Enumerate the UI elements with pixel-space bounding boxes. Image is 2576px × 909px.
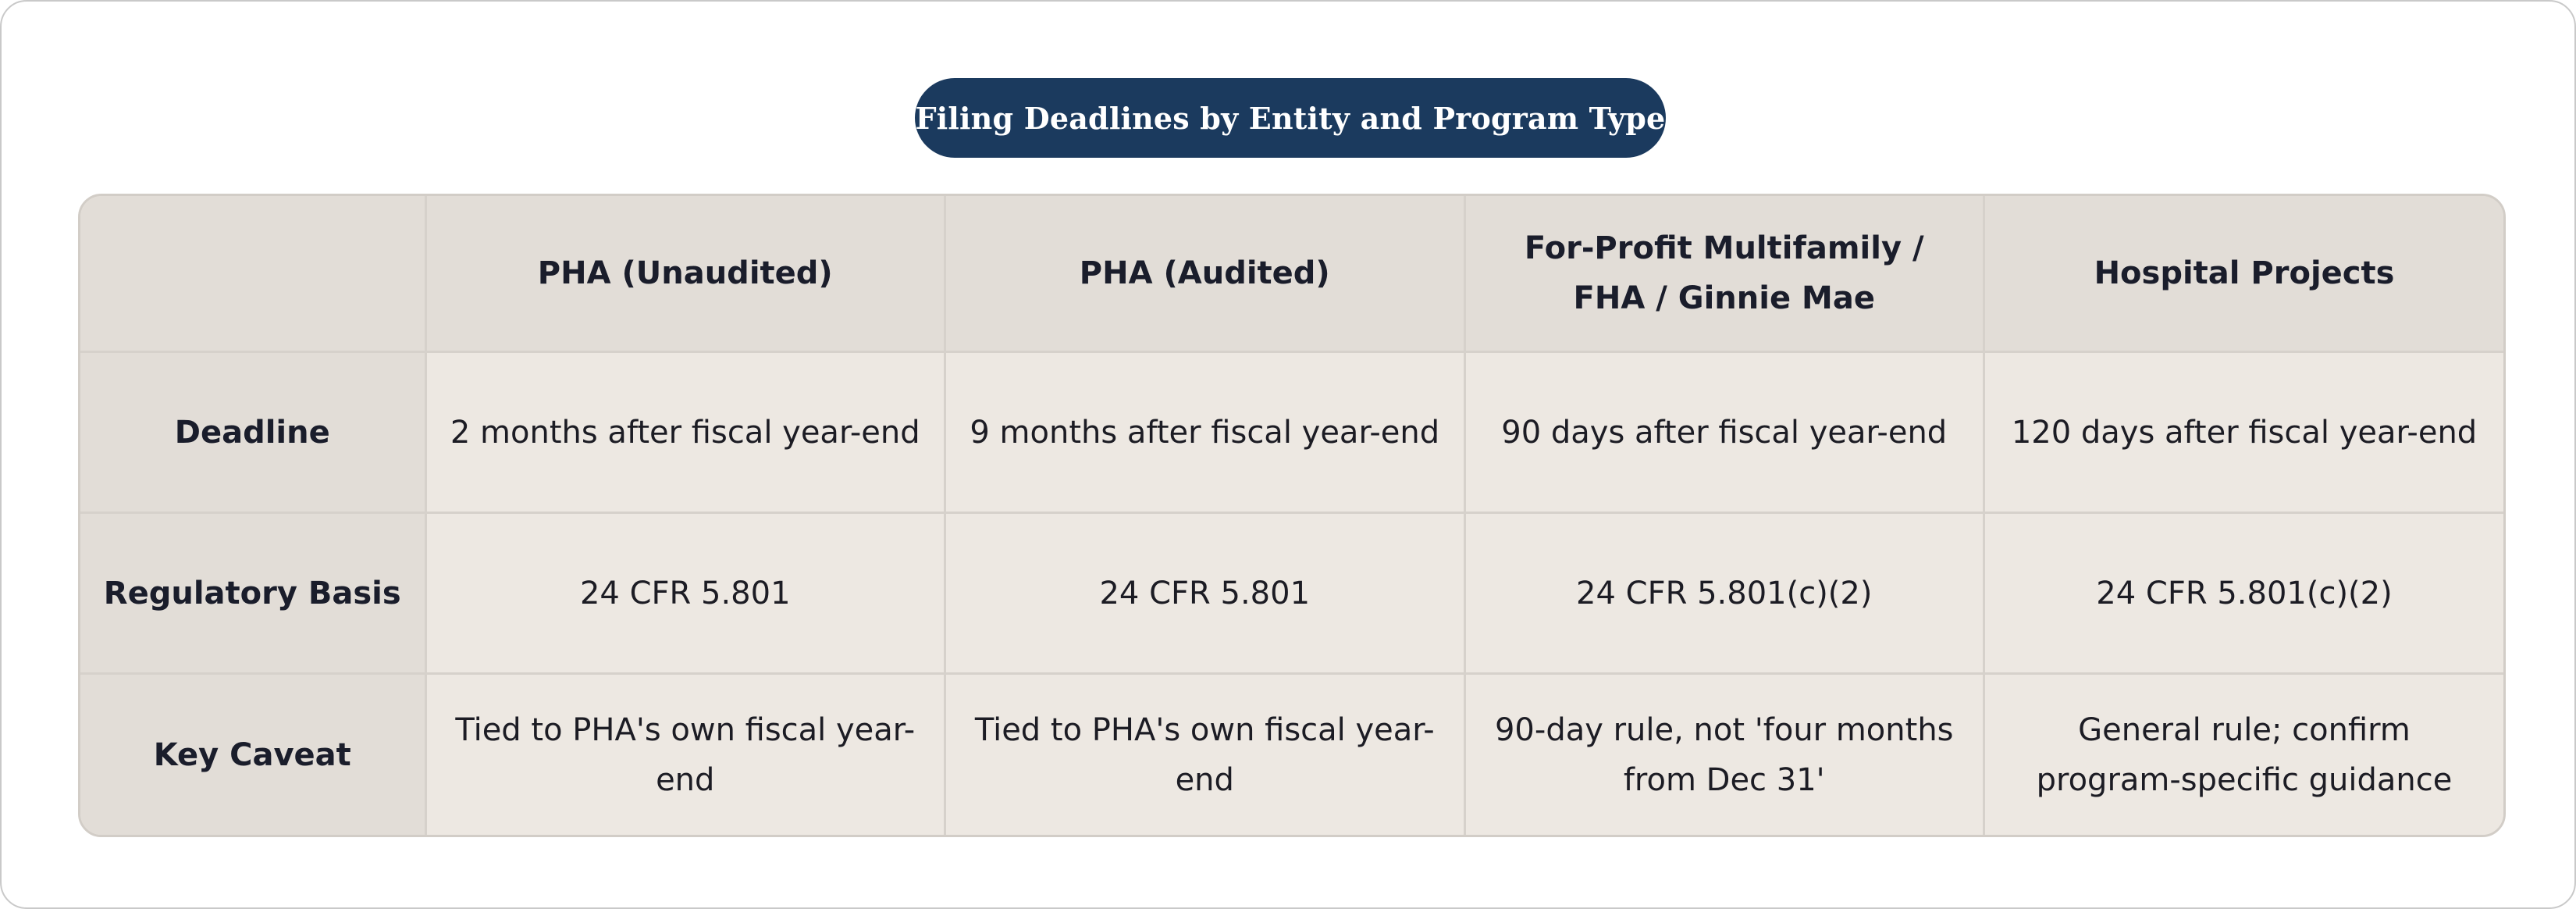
deadlines-table: PHA (Unaudited) PHA (Audited) For-Profit… (78, 194, 2506, 837)
row-header-deadline: Deadline (80, 351, 427, 515)
table-cell: 120 days after fiscal year-end (1983, 351, 2503, 515)
table-header-row: PHA (Unaudited) PHA (Audited) For-Profit… (80, 196, 2503, 354)
table-row-regulatory-basis: Regulatory Basis 24 CFR 5.801 24 CFR 5.8… (80, 512, 2503, 676)
table-row-key-caveat: Key Caveat Tied to PHA's own fiscal year… (80, 672, 2503, 835)
deadlines-grid: PHA (Unaudited) PHA (Audited) For-Profit… (80, 196, 2503, 835)
table-cell: Tied to PHA's own fiscal year-end (944, 672, 1466, 835)
table-cell: 24 CFR 5.801 (944, 512, 1466, 676)
table-cell: General rule; confirm program-specific g… (1983, 672, 2503, 835)
table-cell: 24 CFR 5.801(c)(2) (1983, 512, 2503, 676)
table-cell: 24 CFR 5.801(c)(2) (1463, 512, 1985, 676)
column-header-pha-audited: PHA (Audited) (944, 196, 1466, 354)
table-title: Filing Deadlines by Entity and Program T… (915, 78, 1666, 158)
table-cell: Tied to PHA's own fiscal year-end (424, 672, 946, 835)
column-header-pha-unaudited: PHA (Unaudited) (424, 196, 946, 354)
table-cell: 2 months after fiscal year-end (424, 351, 946, 515)
table-row-deadline: Deadline 2 months after fiscal year-end … (80, 351, 2503, 515)
row-header-key-caveat: Key Caveat (80, 672, 427, 835)
table-cell: 9 months after fiscal year-end (944, 351, 1466, 515)
column-header-for-profit-multifamily: For-Profit Multifamily / FHA / Ginnie Ma… (1463, 196, 1985, 354)
column-header-hospital-projects: Hospital Projects (1983, 196, 2503, 354)
table-cell: 90 days after fiscal year-end (1463, 351, 1985, 515)
row-header-regulatory-basis: Regulatory Basis (80, 512, 427, 676)
table-cell: 90-day rule, not 'four months from Dec 3… (1463, 672, 1985, 835)
table-cell: 24 CFR 5.801 (424, 512, 946, 676)
corner-cell (80, 196, 427, 354)
